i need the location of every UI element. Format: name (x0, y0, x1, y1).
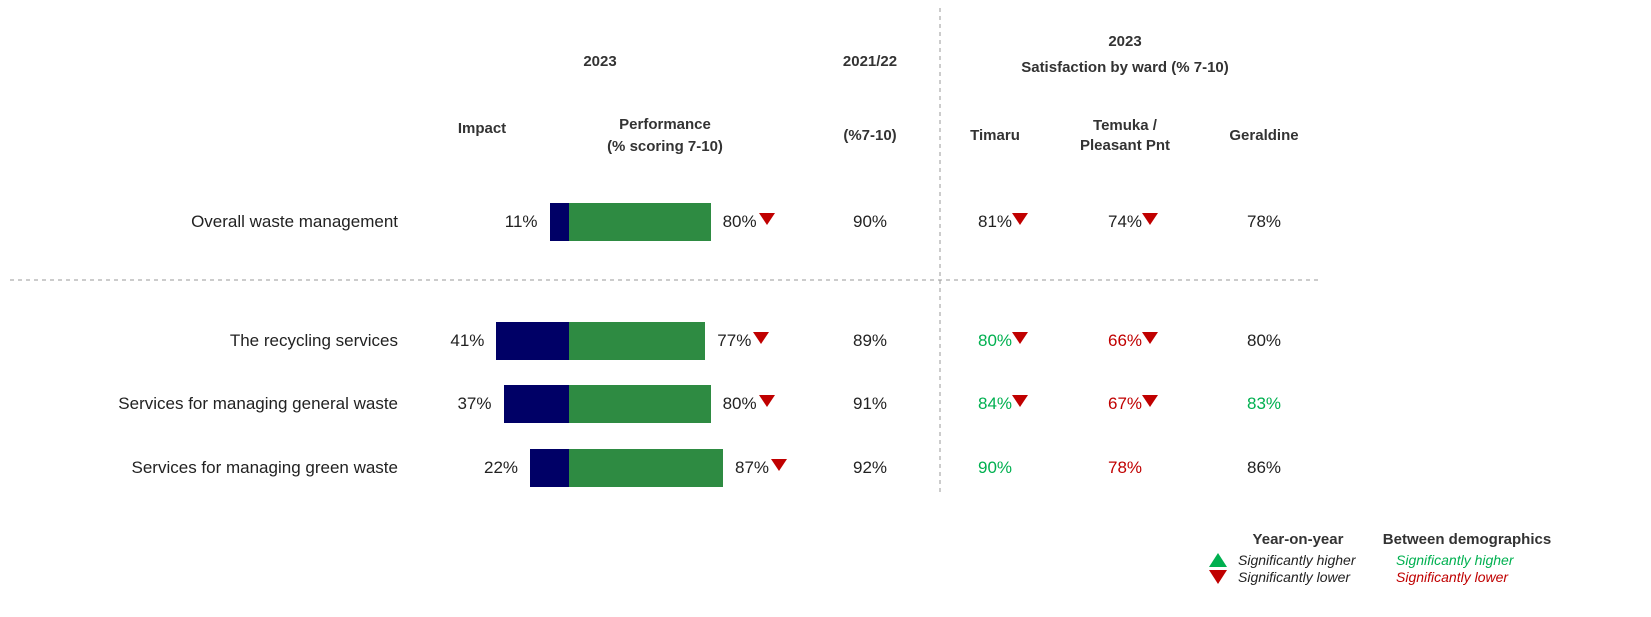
row-label: The recycling services (229, 331, 398, 350)
header-year: 2023 (583, 53, 617, 70)
prior-value: 91% (852, 394, 888, 413)
row-label: Overall waste management (191, 212, 398, 231)
ward-value: 84% (977, 394, 1013, 413)
row-label: Services for managing general waste (118, 394, 398, 413)
legend-label: Significantly higher (1396, 552, 1514, 568)
ward-value: 80% (1246, 331, 1282, 350)
impact-bar (496, 322, 569, 360)
legend-label: Significantly lower (1396, 569, 1509, 585)
ward-value: 80% (977, 331, 1013, 350)
header-performance: Performance (619, 116, 711, 133)
header-ward: Geraldine (1229, 127, 1299, 144)
performance-bar (569, 449, 723, 487)
performance-bar (569, 385, 711, 423)
trend-arrow (1012, 395, 1028, 407)
performance-label: 80% (722, 212, 757, 231)
performance-bar (569, 203, 711, 241)
trend-arrow (1142, 213, 1158, 225)
header-ward-title: Satisfaction by ward (% 7-10) (1021, 59, 1229, 76)
prior-value: 92% (852, 458, 888, 477)
performance-label: 87% (734, 458, 770, 477)
prior-value: 89% (852, 331, 888, 350)
trend-arrow (1142, 395, 1158, 407)
performance-bar (569, 322, 706, 360)
ward-value: 74% (1107, 212, 1143, 231)
trend-arrow (1012, 332, 1028, 344)
row-label: Services for managing green waste (131, 458, 398, 477)
prior-value: 90% (852, 212, 888, 231)
header-ward: Temuka / Pleasant Pnt (1079, 117, 1171, 154)
header-prior-sub: (%7-10) (843, 127, 897, 144)
trend-arrow (758, 395, 775, 407)
header-ward-year: 2023 (1108, 33, 1142, 50)
performance-label: 80% (722, 394, 757, 413)
ward-value: 90% (977, 458, 1013, 477)
legend-label: Significantly higher (1238, 552, 1356, 568)
trend-arrow (1012, 213, 1028, 225)
header-performance: (% scoring 7-10) (607, 138, 723, 155)
ward-value: 81% (977, 212, 1013, 231)
trend-arrow (753, 332, 770, 344)
impact-label: 37% (457, 394, 492, 413)
ward-value: 78% (1107, 458, 1143, 477)
impact-label: 22% (484, 458, 519, 477)
legend-title: Year-on-year (1252, 531, 1344, 548)
trend-arrow (758, 213, 775, 225)
header-ward: Timaru (970, 127, 1020, 144)
ward-value: 66% (1107, 331, 1143, 350)
impact-label: 41% (450, 331, 485, 350)
trend-arrow (1142, 332, 1158, 344)
impact-bar (503, 385, 569, 423)
ward-value: 67% (1107, 394, 1143, 413)
impact-bar (530, 449, 569, 487)
ward-value: 86% (1246, 458, 1282, 477)
legend-arrow (1209, 570, 1227, 584)
legend-label: Significantly lower (1238, 569, 1351, 585)
trend-arrow (770, 459, 787, 471)
ward-value: 78% (1246, 212, 1282, 231)
legend-arrow (1209, 553, 1227, 567)
header-impact: Impact (457, 120, 507, 137)
impact-bar (549, 203, 569, 241)
impact-label: 11% (504, 212, 538, 231)
legend-title: Between demographics (1382, 531, 1552, 548)
header-prior-year: 2021/22 (842, 53, 898, 70)
performance-label: 77% (717, 331, 752, 350)
ward-value: 83% (1246, 394, 1282, 413)
